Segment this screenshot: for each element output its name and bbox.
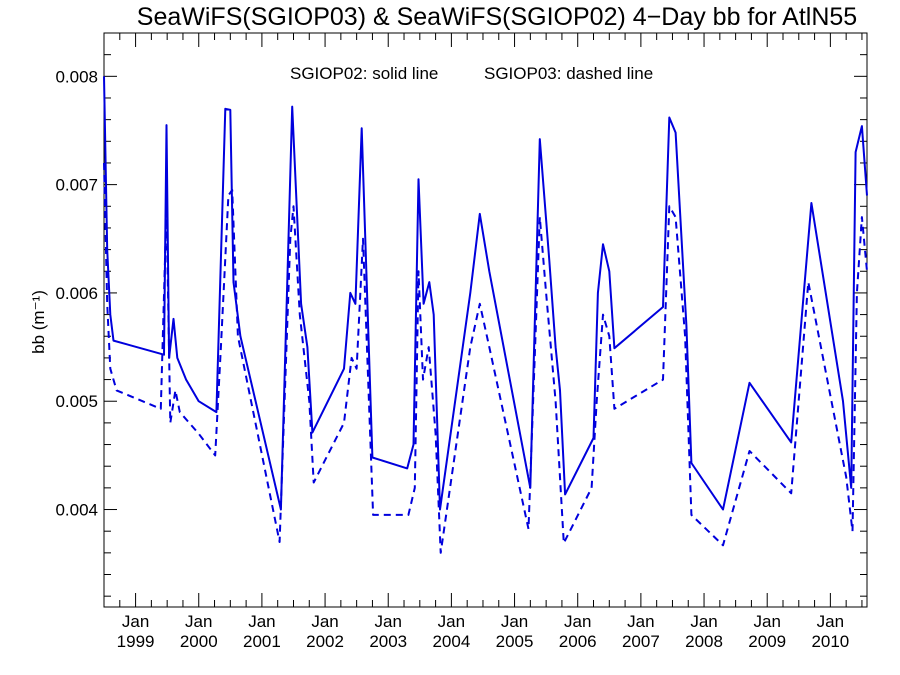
x-tick-month: Jan [311,612,338,631]
x-tick-month: Jan [753,612,780,631]
series-line-solid [103,76,868,511]
legend-dashed-note: SGIOP03: dashed line [484,64,653,83]
plot-frame [103,32,868,608]
x-tick-year: 2007 [622,632,660,651]
y-tick-label: 0.006 [55,284,98,303]
chart-title: SeaWiFS(SGIOP03) & SeaWiFS(SGIOP02) 4−Da… [137,3,857,31]
x-tick-year: 2010 [811,632,849,651]
legend-solid-note: SGIOP02: solid line [290,64,438,83]
x-tick-year: 2009 [748,632,786,651]
x-tick-month: Jan [501,612,528,631]
x-tick-month: Jan [185,612,212,631]
y-tick-label: 0.004 [55,501,98,520]
axes: 0.0040.0050.0060.0070.008Jan1999Jan2000J… [55,32,867,651]
x-tick-year: 2002 [306,632,344,651]
x-tick-year: 2006 [559,632,597,651]
y-tick-label: 0.008 [55,67,98,86]
x-tick-month: Jan [627,612,654,631]
x-tick-month: Jan [375,612,402,631]
series-line-dashed [103,162,868,554]
x-tick-month: Jan [248,612,275,631]
x-tick-month: Jan [122,612,149,631]
x-tick-year: 1999 [117,632,155,651]
x-tick-year: 2003 [369,632,407,651]
y-tick-label: 0.007 [55,176,98,195]
series-group [103,76,868,554]
x-tick-year: 2008 [685,632,723,651]
x-tick-year: 2000 [180,632,218,651]
x-tick-month: Jan [564,612,591,631]
x-tick-month: Jan [438,612,465,631]
x-tick-year: 2004 [432,632,470,651]
x-tick-year: 2005 [496,632,534,651]
x-tick-year: 2001 [243,632,281,651]
y-tick-label: 0.005 [55,392,98,411]
x-tick-month: Jan [690,612,717,631]
x-tick-month: Jan [817,612,844,631]
y-axis-label: bb (m⁻¹) [29,290,48,354]
